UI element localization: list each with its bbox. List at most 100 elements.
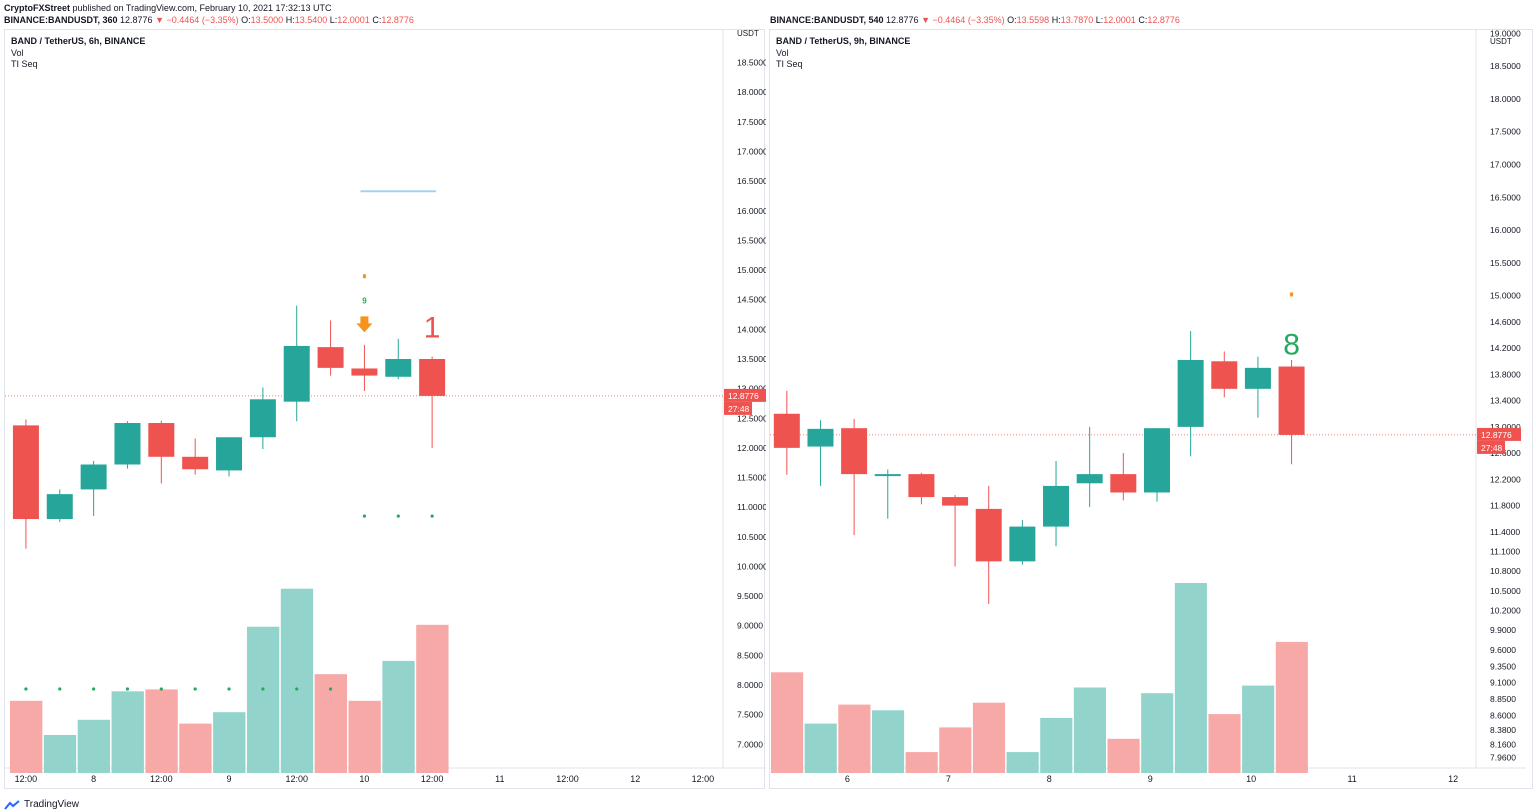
y-tick-label: 16.0000 — [737, 206, 766, 216]
volume-bar — [280, 588, 314, 773]
left-last: 12.8776 — [120, 15, 153, 25]
seq-count-dot — [328, 687, 333, 691]
right-indicator-tiseq[interactable]: TI Seq — [776, 59, 803, 69]
left-h-label: H: — [285, 15, 295, 25]
last-price-label: 12.8776 — [1481, 430, 1512, 440]
volume-bar — [145, 689, 178, 773]
volume-bar — [111, 691, 144, 773]
left-close: 12.8776 — [381, 15, 414, 25]
last-price-label: 12.8776 — [728, 391, 759, 401]
left-chart-title[interactable]: BAND / TetherUS, 6h, BINANCE — [11, 36, 146, 46]
y-tick-label: 13.5000 — [737, 354, 766, 364]
candle-body — [148, 423, 175, 457]
currency-label: USDT — [737, 30, 759, 38]
x-tick-label: 8 — [91, 774, 96, 784]
y-tick-label: 12.6000 — [1490, 448, 1521, 458]
candle-body — [908, 474, 935, 498]
volume-bar — [771, 672, 804, 773]
y-tick-label: 9.6000 — [1490, 645, 1516, 655]
y-tick-label: 16.0000 — [1490, 225, 1521, 235]
volume-bar — [213, 712, 246, 773]
volume-bar — [416, 624, 449, 773]
seq-setup-marker — [1290, 292, 1294, 297]
right-chart-panel[interactable]: USDT 19.0000 18.5000 18.0000 17.5000 17.0000 1… — [769, 29, 1533, 789]
y-tick-label: 13.0000 — [737, 384, 766, 394]
y-tick-label: 14.6000 — [1490, 317, 1521, 327]
x-tick-label: 12:00 — [150, 774, 173, 784]
left-legend: BAND / TetherUS, 6h, BINANCE Vol TI Seq — [11, 36, 145, 71]
countdown-badge — [724, 401, 752, 415]
seq-count-dot — [295, 687, 299, 691]
candle-body — [841, 428, 868, 475]
left-indicator-tiseq[interactable]: TI Seq — [11, 59, 38, 69]
left-o-label: O: — [241, 15, 251, 25]
seq-count-dot — [227, 687, 231, 691]
y-tick-label: 12.2000 — [1490, 474, 1521, 484]
candle-body — [1143, 428, 1170, 493]
left-change: −0.4464 (−3.35%) — [166, 15, 239, 25]
right-chart-title[interactable]: BAND / TetherUS, 9h, BINANCE — [776, 36, 911, 46]
right-open: 13.5598 — [1016, 15, 1050, 25]
y-tick-label: 10.5000 — [1490, 586, 1521, 596]
volume-bar — [1141, 693, 1174, 773]
y-tick-label: 13.4000 — [1490, 396, 1521, 406]
y-tick-label: 11.8000 — [1490, 501, 1520, 511]
publish-line: CryptoFXStreet published on TradingView.… — [4, 3, 332, 14]
y-tick-label: 9.0000 — [737, 621, 763, 631]
left-ohlc-line: BINANCE:BANDUSDT, 360 12.8776 ▼ −0.4464 … — [4, 15, 414, 26]
candle-body — [1244, 367, 1271, 389]
x-tick-label: 10 — [359, 774, 369, 784]
left-l-label: L: — [329, 15, 338, 25]
y-tick-label: 7.5000 — [737, 710, 763, 720]
candle-body — [385, 358, 412, 377]
right-change-down-icon: ▼ — [921, 15, 931, 25]
seq-support-dot — [362, 514, 367, 518]
x-tick-label: 12:00 — [421, 774, 444, 784]
left-chart-panel[interactable]: USDT 18.5000 18.0000 17.5000 17.0000 16.5000 1… — [4, 29, 766, 790]
y-tick-label: 14.0000 — [737, 324, 766, 334]
volume-bar — [314, 674, 347, 773]
y-tick-label: 16.5000 — [737, 176, 766, 186]
volume-bar — [1174, 583, 1207, 773]
volume-bar — [246, 626, 280, 773]
x-tick-label: 12:00 — [15, 774, 38, 784]
left-indicator-vol[interactable]: Vol — [11, 47, 24, 58]
seq-count-dot — [261, 687, 265, 691]
seq-support-dot — [396, 514, 400, 518]
seq-count-dot — [193, 687, 197, 691]
right-indicator-vol[interactable]: Vol — [776, 47, 789, 58]
y-tick-label: 18.5000 — [737, 58, 766, 68]
y-tick-label: 8.8500 — [1490, 694, 1516, 704]
seq-count-dot — [58, 687, 62, 691]
y-tick-label: 11.4000 — [1490, 527, 1520, 537]
volume-bar — [905, 752, 938, 773]
left-open: 13.5000 — [250, 15, 284, 25]
y-tick-label: 9.9000 — [1490, 625, 1516, 635]
author[interactable]: CryptoFXStreet — [4, 3, 71, 13]
y-tick-label: 10.2000 — [1490, 606, 1521, 616]
volume-bar — [77, 719, 111, 773]
x-tick-label: 12:00 — [556, 774, 579, 784]
y-tick-label: 7.0000 — [737, 739, 763, 749]
volume-bar — [838, 704, 871, 773]
y-tick-label: 16.5000 — [1490, 192, 1521, 202]
volume-bar — [1242, 685, 1275, 773]
left-chart-svg[interactable]: USDT18.500018.000017.500017.000016.50001… — [5, 30, 766, 790]
y-tick-label: 18.0000 — [737, 87, 766, 97]
y-tick-label: 9.3500 — [1490, 661, 1516, 671]
x-tick-label: 12:00 — [285, 774, 308, 784]
tradingview-footer[interactable]: TradingView — [4, 799, 79, 810]
y-tick-label: 10.8000 — [1490, 566, 1521, 576]
y-tick-label: 9.5000 — [737, 591, 763, 601]
volume-bar — [1006, 752, 1039, 773]
right-c-label: C: — [1138, 15, 1148, 25]
candle-body — [249, 399, 276, 438]
published-text: published on TradingView.com, February 1… — [72, 3, 332, 13]
x-tick-label: 12:00 — [692, 774, 715, 784]
x-tick-label: 8 — [1047, 774, 1052, 784]
countdown-badge — [1477, 440, 1505, 454]
countdown-label: 27:48 — [1481, 443, 1503, 453]
left-change-down-icon: ▼ — [155, 15, 165, 25]
y-tick-label: 8.1600 — [1490, 739, 1516, 749]
